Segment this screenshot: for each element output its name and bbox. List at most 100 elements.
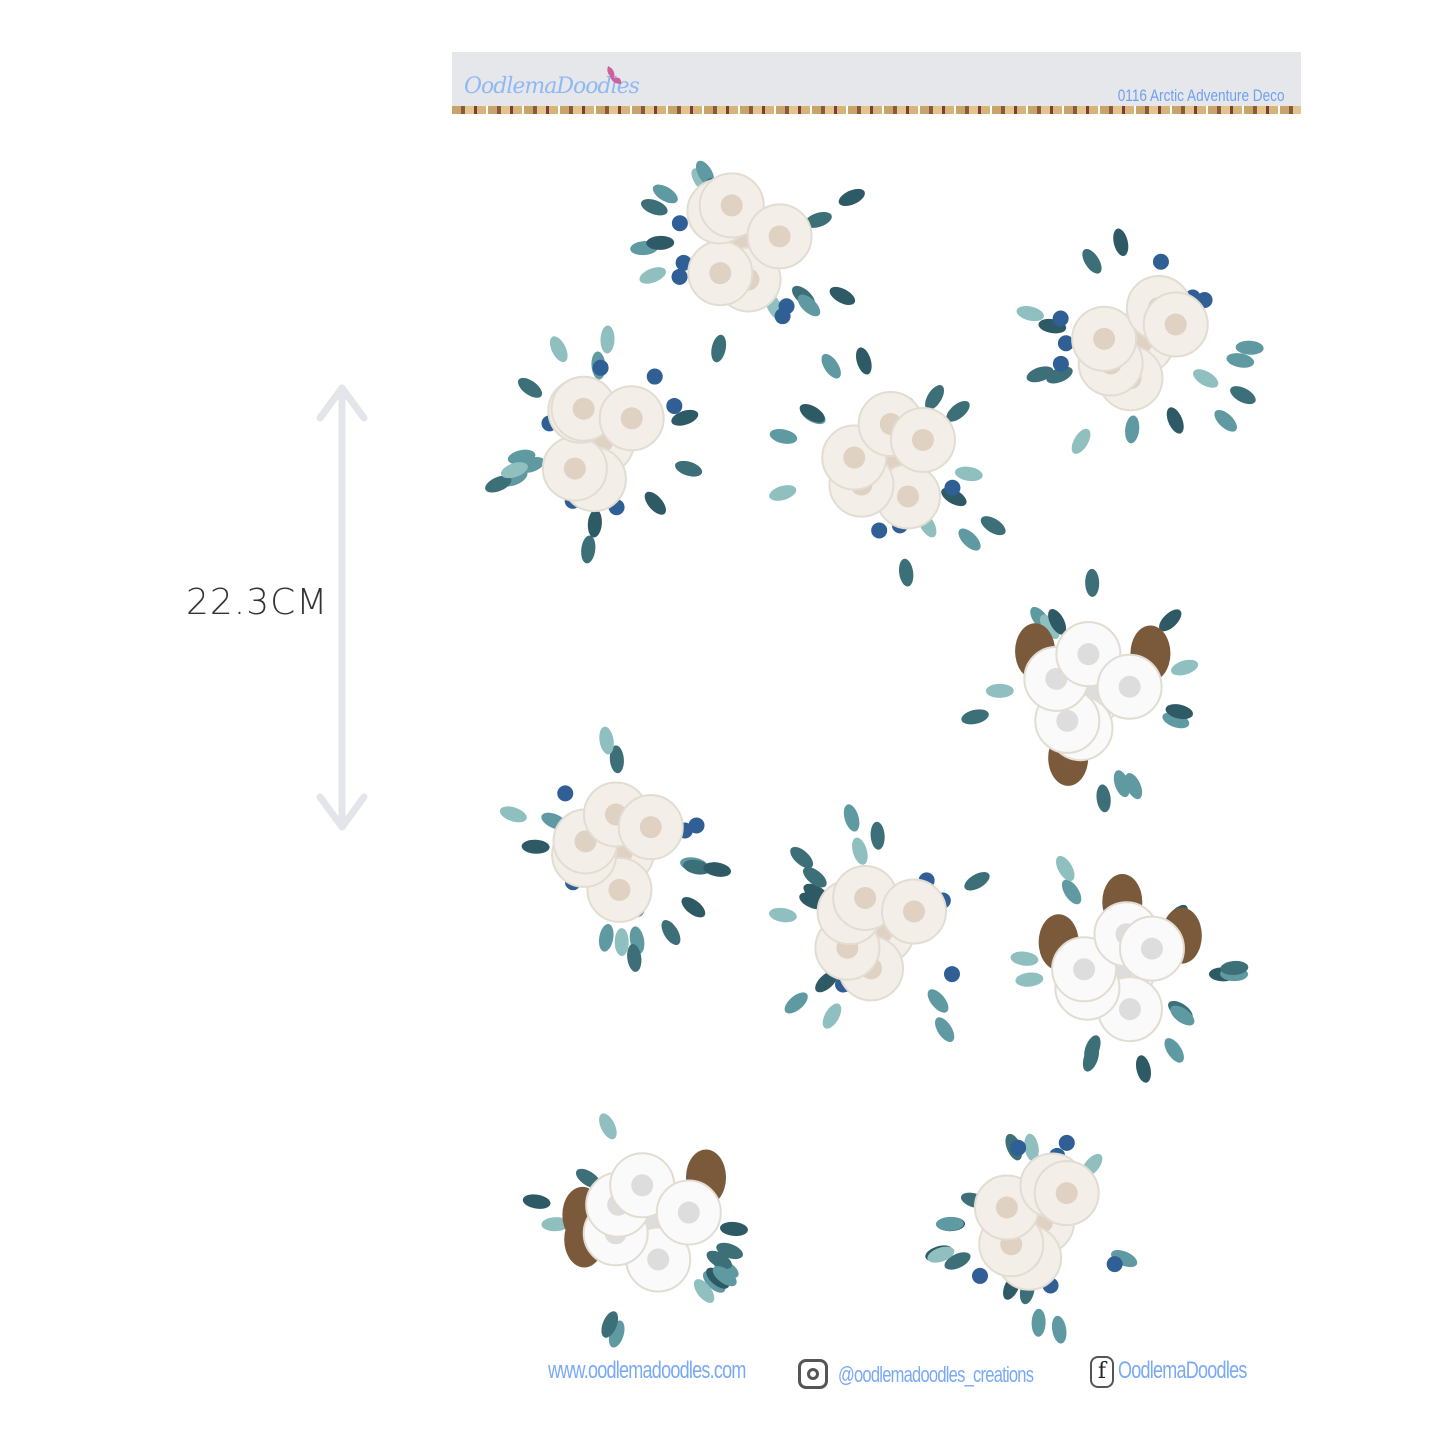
- leaf: [609, 745, 624, 774]
- flower-center: [1118, 998, 1141, 1021]
- leaf: [799, 404, 825, 423]
- rose-bouquet-sticker: [769, 804, 990, 1042]
- leaf: [964, 872, 990, 891]
- leaf: [1124, 773, 1143, 800]
- flower-center: [1056, 709, 1079, 732]
- berry: [778, 298, 795, 315]
- leaf: [1071, 428, 1091, 454]
- flower-center: [854, 886, 877, 909]
- leaf: [961, 709, 989, 725]
- berry: [557, 785, 574, 802]
- leaf: [829, 286, 856, 305]
- leaf: [1046, 366, 1073, 384]
- glitter-border: [452, 106, 1301, 114]
- leaf: [898, 558, 914, 587]
- flower-center: [843, 446, 866, 469]
- leaf: [958, 528, 981, 551]
- leaf: [790, 846, 814, 869]
- leaf: [599, 1113, 617, 1140]
- leaf: [784, 992, 808, 1014]
- leaf: [549, 336, 568, 363]
- facebook-page[interactable]: OodlemaDoodles: [1118, 1357, 1247, 1384]
- leaf: [1061, 879, 1082, 905]
- flower-center: [1140, 937, 1163, 960]
- leaf: [1135, 1055, 1151, 1083]
- berry: [1058, 1134, 1075, 1151]
- leaf: [1048, 608, 1067, 635]
- rose-bouquet-sticker: [1016, 228, 1264, 454]
- leaf: [954, 466, 983, 482]
- cotton-bouquet-sticker: [522, 1113, 748, 1348]
- leaf: [870, 821, 885, 850]
- leaf: [599, 726, 614, 755]
- flower-center: [896, 485, 919, 508]
- berry: [675, 254, 692, 271]
- leaf: [1051, 1315, 1067, 1344]
- leaf: [925, 385, 945, 410]
- double-arrow-icon: [316, 384, 368, 831]
- berry: [871, 522, 888, 539]
- leaf: [522, 1194, 551, 1209]
- rose-bouquet-sticker: [769, 347, 1006, 587]
- leaf: [1235, 340, 1264, 355]
- leaf: [1010, 951, 1039, 966]
- leaf: [1031, 1308, 1046, 1337]
- leaf: [946, 400, 970, 422]
- berry: [671, 215, 688, 232]
- instagram-icon: [798, 1359, 828, 1389]
- leaf: [711, 334, 727, 363]
- flower-center: [647, 1248, 670, 1271]
- berry: [646, 368, 663, 385]
- cotton-bouquet-sticker: [1010, 855, 1249, 1083]
- flower-center: [709, 262, 732, 285]
- flower-center: [902, 900, 925, 923]
- flower-center: [639, 816, 662, 839]
- leaf: [980, 516, 1006, 536]
- rose-bouquet-sticker: [925, 1133, 1138, 1344]
- leaf: [485, 475, 512, 493]
- flower-center: [1077, 643, 1100, 666]
- flower-center: [563, 457, 586, 480]
- leaf: [517, 377, 543, 398]
- floral-stickers: [485, 160, 1264, 1348]
- butterfly-icon: [607, 66, 622, 84]
- sticker-sheet: OodlemaDoodles 0116 Arctic Adventure Dec…: [452, 52, 1301, 1392]
- leaf: [521, 839, 550, 854]
- leaf: [769, 485, 797, 501]
- leaf: [644, 491, 666, 515]
- flower-center: [1055, 1182, 1078, 1205]
- leaf: [1193, 369, 1219, 388]
- instagram-handle[interactable]: @oodlemadoodles_creations: [838, 1362, 1034, 1387]
- sheet-title: 0116 Arctic Adventure Deco: [1118, 86, 1285, 105]
- berry: [671, 268, 688, 285]
- leaf: [1226, 353, 1255, 368]
- leaf: [843, 804, 860, 832]
- leaf: [693, 1279, 715, 1303]
- leaf: [703, 862, 732, 877]
- berry: [943, 966, 960, 983]
- leaf: [683, 859, 711, 875]
- leaf: [802, 866, 827, 888]
- berry: [666, 397, 683, 414]
- leaf: [822, 1003, 842, 1029]
- berry: [592, 359, 609, 376]
- rose-bouquet-sticker: [630, 160, 865, 363]
- leaf: [1082, 248, 1102, 274]
- leaf: [500, 462, 528, 479]
- leaf: [1015, 972, 1044, 987]
- leaf: [1024, 1133, 1039, 1162]
- leaf: [769, 428, 798, 444]
- leaf: [639, 267, 667, 284]
- leaf: [675, 460, 703, 477]
- leaf: [1165, 704, 1194, 720]
- berry: [1052, 355, 1069, 372]
- leaf: [1166, 407, 1184, 434]
- flower-center: [677, 1201, 700, 1224]
- website-link[interactable]: www.oodlemadoodles.com: [548, 1357, 746, 1384]
- facebook-icon: f: [1090, 1356, 1114, 1388]
- leaf: [720, 1221, 748, 1237]
- brand-logo: OodlemaDoodles: [464, 74, 640, 99]
- leaf: [1170, 1005, 1195, 1026]
- leaf: [821, 353, 841, 379]
- flower-center: [631, 1174, 654, 1197]
